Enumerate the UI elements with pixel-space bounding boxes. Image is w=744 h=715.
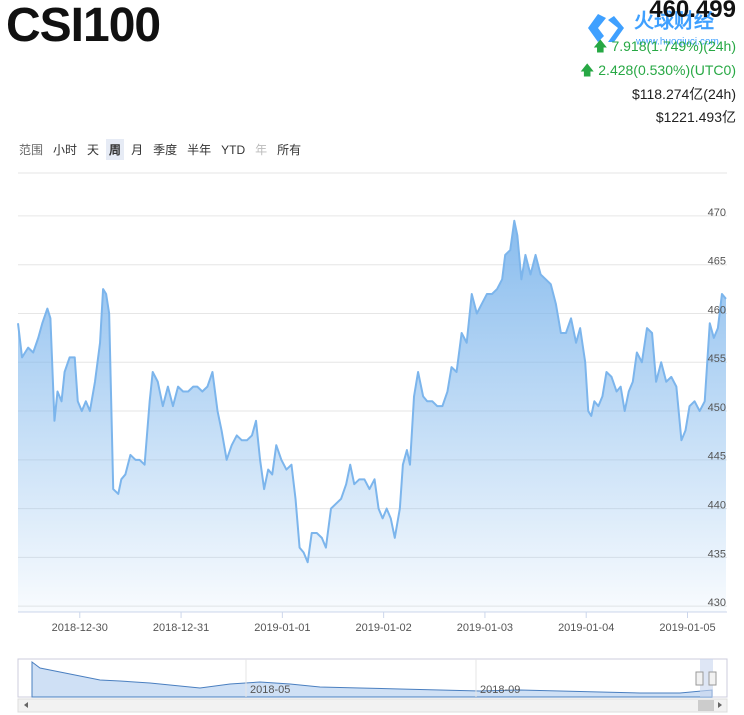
logo-url: www.huoqiucj.com [635, 37, 719, 48]
range-button[interactable]: 小时 [53, 143, 78, 157]
area-fill [18, 220, 726, 612]
y-tick-label: 435 [708, 548, 726, 560]
range-label: 范围 [19, 143, 44, 157]
x-tick-label: 2018-12-31 [153, 622, 209, 634]
price: 460.499 [649, 0, 736, 23]
navigator-handle[interactable] [708, 671, 717, 686]
scrollbar[interactable] [17, 698, 728, 713]
change-24h: 🡅 7.918(1.749%)(24h) [593, 36, 736, 60]
range-button[interactable]: YTD [221, 142, 246, 157]
y-tick-label: 465 [708, 256, 726, 268]
y-tick-label: 440 [708, 499, 726, 511]
navigator: 2018-05 2018-09 [17, 658, 728, 713]
navigator-label: 2018-05 [250, 684, 290, 696]
y-tick-label: 445 [708, 451, 726, 463]
y-tick-label: 430 [708, 597, 726, 609]
x-tick-label: 2019-01-01 [254, 622, 310, 634]
navigator-line [31, 661, 713, 698]
scroll-right[interactable] [718, 702, 722, 708]
y-tick-label: 455 [708, 353, 726, 365]
logo-text: 火球财经 [634, 8, 714, 32]
range-button: 年 [255, 143, 268, 157]
logo: 火球财经 www.huoqiucj.com [584, 6, 734, 57]
x-tick-label: 2018-12-30 [52, 622, 108, 634]
range-selector: 范围 小时天周月季度 半年 YTD 年所有 [16, 139, 304, 160]
scrollbar-thumb[interactable] [698, 700, 714, 711]
change-utc0-text: 2.428(0.530%)(UTC0) [598, 62, 736, 78]
scroll-left[interactable] [24, 702, 28, 708]
x-tick-label: 2019-01-05 [659, 622, 715, 634]
title: CSI100 [6, 0, 161, 52]
range-button[interactable]: 所有 [277, 143, 302, 157]
y-tick-label: 460 [708, 304, 726, 316]
navigator-handle[interactable] [695, 671, 704, 686]
range-button[interactable]: 季度 [153, 143, 178, 157]
arrow-up: 🡅 [593, 38, 608, 54]
y-tick-label: 450 [708, 402, 726, 414]
change-utc0: 🡅 2.428(0.530%)(UTC0) [580, 60, 736, 84]
market-cap: $1221.493亿 [655, 109, 736, 125]
range-button[interactable]: 月 [131, 143, 144, 157]
x-tick-label: 2019-01-02 [356, 622, 412, 634]
x-tick-label: 2019-01-03 [457, 622, 513, 634]
range-button[interactable]: 天 [87, 143, 100, 157]
logo-graphic: 火球财经 www.huoqiucj.com [588, 8, 719, 48]
x-tick-label: 2019-01-04 [558, 622, 614, 634]
y-tick-label: 470 [708, 207, 726, 219]
arrow-up: 🡅 [579, 62, 595, 78]
navigator-label: 2018-09 [480, 684, 520, 696]
range-button[interactable]: 周 [106, 139, 125, 160]
price-line [17, 219, 727, 564]
range-button[interactable]: 半年 [187, 143, 212, 157]
volume: $118.274亿(24h) [631, 86, 736, 102]
change-24h-text: 7.918(1.749%)(24h) [611, 38, 736, 54]
navigator-window[interactable] [700, 659, 713, 697]
